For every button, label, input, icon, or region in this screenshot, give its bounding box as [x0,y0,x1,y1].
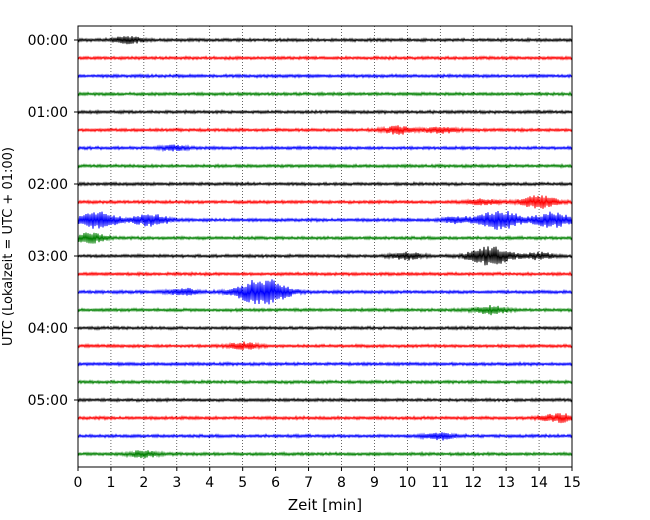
seismogram-trace [77,90,573,97]
x-tick-label: 1 [106,475,115,491]
seismogram-trace [77,232,573,244]
seismogram-trace [77,304,573,316]
x-tick-label: 6 [271,475,280,491]
x-axis-label: Zeit [min] [288,496,362,514]
seismogram-trace [77,341,573,351]
seismogram-trace [77,246,573,266]
seismogram-trace [77,125,573,135]
x-tick-label: 3 [172,475,181,491]
seismogram-trace [77,450,573,459]
x-tick-label: 8 [337,475,346,491]
x-tick-label: 2 [139,475,148,491]
seismogram-trace [77,195,573,209]
seismogram-trace [77,210,573,230]
y-tick-label: 01:00 [28,105,68,121]
x-tick-label: 14 [530,475,548,491]
x-tick-label: 0 [74,475,83,491]
y-tick-label: 02:00 [28,177,68,193]
plot-frame [77,25,573,468]
seismogram-trace [77,379,573,385]
x-tick-label: 7 [304,475,313,491]
seismogram-trace [77,279,573,305]
seismogram-trace [77,109,573,115]
x-tick-label: 11 [431,475,449,491]
x-tick-label: 12 [464,475,482,491]
x-tick-label: 13 [497,475,515,491]
seismogram-trace [77,55,573,61]
tick-layer: 0 1 2 3 4 5 6 7 8 9 10 11 12 13 14 1500:0001:0002:0003:… [28,33,581,491]
x-tick-label: 15 [563,475,581,491]
seismogram-trace [77,397,573,403]
x-tick-label: 4 [205,475,214,491]
seismogram-trace [77,73,573,79]
x-tick-label: 10 [398,475,416,491]
seismogram-trace [77,271,573,278]
y-tick-label: 04:00 [28,321,68,337]
seismogram-trace [77,181,573,188]
seismogram-trace [77,36,573,45]
y-axis-label: UTC (Lokalzeit = UTC + 01:00) [1,147,16,346]
y-tick-label: 00:00 [28,33,68,49]
y-tick-label: 03:00 [28,249,68,265]
x-tick-label: 9 [370,475,379,491]
seismogram-trace [77,325,573,331]
seismogram-trace [77,432,573,441]
seismogram-trace [77,413,573,424]
seismogram-trace [77,162,573,170]
seismogram-trace [77,144,573,153]
trace-layer [77,36,573,459]
x-tick-label: 5 [238,475,247,491]
y-tick-label: 05:00 [28,393,68,409]
seismogram-trace [77,360,573,368]
